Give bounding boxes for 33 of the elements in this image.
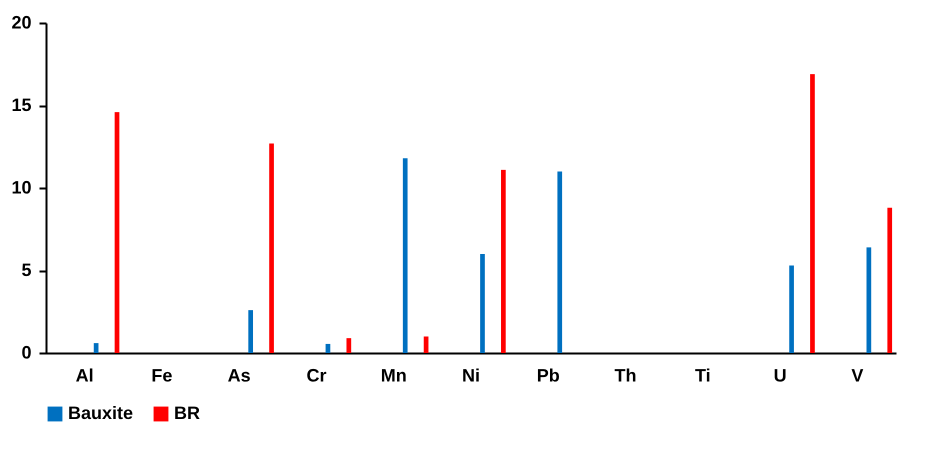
x-tick-label: Cr [306,366,326,386]
x-tick-label: Th [614,366,637,386]
bar [789,266,794,353]
bar [557,172,562,353]
bar [501,170,506,353]
legend-label: Bauxite [68,403,134,423]
bar [402,158,408,353]
bar [248,310,254,353]
y-tick-label: 10 [11,178,32,198]
x-tick-label: Ti [694,366,711,386]
bar [810,74,815,353]
bar [346,338,352,353]
bar [480,254,485,353]
bar [424,336,428,353]
y-tick-label: 15 [11,95,32,115]
x-tick-label: Ni [462,366,480,386]
y-tick-label: 5 [21,260,32,280]
bar [326,344,330,353]
y-tick-label: 20 [11,12,32,32]
bar [887,208,892,353]
legend-label: BR [174,403,200,423]
x-tick-label: Pb [536,366,560,386]
bar [114,112,120,353]
bar [94,343,98,353]
x-tick-label: V [851,366,864,386]
x-tick-label: Mn [380,366,407,386]
bar [866,247,872,353]
bar [269,143,274,353]
x-tick-label: As [228,366,251,386]
x-tick-label: Al [76,366,94,386]
x-tick-label: Fe [151,366,172,386]
x-tick-label: U [774,366,787,386]
y-tick-label: 0 [21,342,32,362]
